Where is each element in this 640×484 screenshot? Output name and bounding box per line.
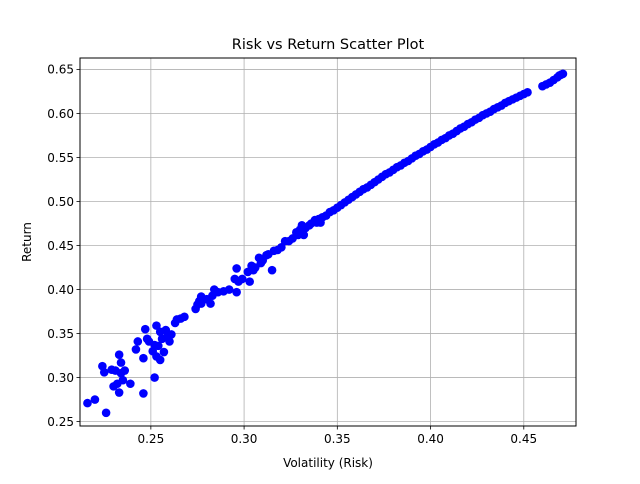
data-point	[159, 347, 169, 357]
data-point	[114, 350, 124, 359]
y-axis-ticks: 0.25 0.30 0.35 0.40 0.45 0.50 0.55 0.60 0.65	[47, 63, 80, 429]
y-tick-label: 0.65	[47, 63, 74, 77]
data-point	[206, 299, 215, 308]
y-tick-label: 0.45	[47, 239, 74, 253]
x-tick-label: 0.35	[324, 432, 351, 446]
data-point	[154, 341, 163, 351]
y-tick-label: 0.35	[47, 327, 74, 341]
y-tick-label: 0.30	[47, 371, 74, 385]
x-tick-label: 0.25	[137, 432, 164, 446]
data-point	[133, 337, 143, 346]
chart-title: Risk vs Return Scatter Plot	[232, 37, 425, 53]
data-point	[120, 366, 130, 375]
data-point	[90, 395, 100, 404]
x-axis-ticks: 0.25 0.30 0.35 0.40 0.45	[137, 426, 537, 446]
data-point	[116, 358, 126, 367]
data-point	[83, 398, 92, 408]
data-point	[155, 355, 165, 365]
y-tick-label: 0.40	[47, 283, 74, 297]
data-point	[237, 274, 247, 284]
data-point	[232, 287, 241, 297]
data-point	[101, 408, 111, 418]
x-axis-label: Volatility (Risk)	[283, 456, 373, 470]
data-point	[126, 379, 135, 389]
data-point	[167, 330, 176, 339]
data-point	[277, 242, 286, 252]
data-point	[131, 345, 141, 354]
data-point	[299, 230, 309, 240]
data-points	[83, 69, 568, 418]
data-point	[114, 388, 124, 397]
y-tick-label: 0.50	[47, 195, 74, 209]
data-point	[139, 389, 148, 398]
data-point	[150, 373, 159, 382]
data-point	[558, 69, 568, 79]
y-tick-label: 0.25	[47, 415, 74, 429]
data-point	[245, 277, 254, 286]
data-point	[118, 375, 128, 385]
y-tick-label: 0.55	[47, 151, 74, 165]
data-point	[152, 321, 161, 330]
data-point	[140, 324, 150, 334]
data-point	[180, 312, 189, 322]
data-point	[224, 285, 234, 294]
x-tick-label: 0.30	[231, 432, 258, 446]
plot-frame	[79, 57, 577, 427]
data-point	[139, 353, 148, 363]
data-point	[232, 264, 241, 273]
data-point	[267, 265, 277, 275]
data-point	[99, 367, 109, 377]
data-point	[165, 337, 174, 346]
x-tick-label: 0.45	[510, 432, 537, 446]
x-tick-label: 0.40	[417, 432, 444, 446]
data-point	[523, 88, 532, 97]
y-axis-label: Return	[20, 222, 34, 262]
y-tick-label: 0.60	[47, 107, 74, 121]
